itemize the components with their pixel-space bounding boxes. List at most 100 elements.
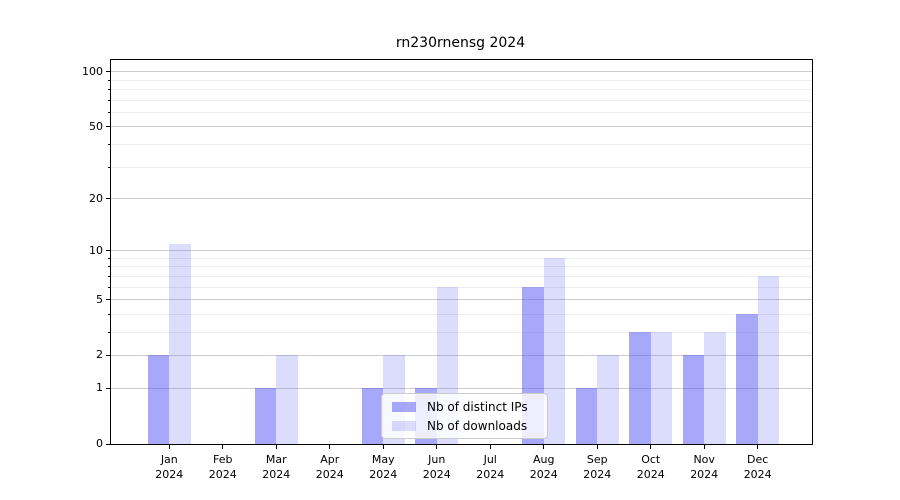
x-tick-label-mar: Mar 2024 [248, 452, 304, 482]
bar-distinct-ips-nov [682, 355, 705, 444]
x-tick-label-oct: Oct 2024 [623, 452, 679, 482]
x-tick-label-jul: Jul 2024 [462, 452, 518, 482]
x-tick-label-jun: Jun 2024 [409, 452, 465, 482]
gridline-major [111, 299, 812, 301]
y-tick [106, 299, 111, 301]
y-tick-label: 50 [89, 119, 103, 133]
x-tick-label-line: 2024 [636, 468, 665, 481]
y-minor-tick [108, 257, 111, 259]
x-tick-label-line: 2024 [583, 468, 612, 481]
gridline-minor [111, 89, 812, 91]
y-tick [106, 126, 111, 128]
legend-swatch-downloads [392, 420, 416, 431]
bar-distinct-ips-may [361, 388, 384, 444]
y-minor-tick [108, 266, 111, 268]
x-tick-label-may: May 2024 [355, 452, 411, 482]
y-tick [106, 354, 111, 356]
bar-downloads-oct [650, 332, 673, 444]
bar-distinct-ips-mar [254, 388, 277, 444]
y-tick [106, 198, 111, 200]
gridline-minor [111, 266, 812, 268]
x-tick [222, 444, 224, 449]
bar-downloads-mar [276, 355, 298, 444]
x-tick-label-nov: Nov 2024 [676, 452, 732, 482]
y-minor-tick [108, 331, 111, 333]
x-tick-label-line: Nov [693, 453, 715, 466]
x-tick [757, 444, 759, 449]
x-tick-label-line: Mar [265, 453, 287, 466]
gridline-minor [111, 286, 812, 288]
legend-label-downloads: Nb of downloads [427, 418, 528, 433]
chart-title: rn230rnensg 2024 [395, 35, 526, 51]
x-tick [650, 444, 652, 449]
bar-downloads-aug [543, 258, 566, 444]
gridline-minor [111, 166, 812, 168]
x-tick-label-line: 2024 [690, 468, 719, 481]
y-tick-label: 100 [82, 64, 103, 78]
x-tick-label-line: 2024 [208, 468, 237, 481]
y-minor-tick [108, 286, 111, 288]
x-tick [168, 444, 170, 449]
x-tick-label-line: Aug [532, 453, 555, 466]
gridline-minor [111, 79, 812, 81]
y-tick [106, 387, 111, 389]
y-minor-tick [108, 144, 111, 146]
gridline-minor [111, 112, 812, 114]
x-tick-label-dec: Dec 2024 [730, 452, 786, 482]
bar-downloads-sep [597, 355, 619, 444]
x-tick-label-aug: Aug 2024 [516, 452, 572, 482]
y-minor-tick [108, 99, 111, 101]
x-tick-label-line: 2024 [315, 468, 344, 481]
y-tick-label: 20 [89, 191, 103, 205]
y-minor-tick [108, 89, 111, 91]
legend: Nb of distinct IPs Nb of downloads [381, 393, 548, 439]
gridline-major [111, 198, 812, 200]
y-minor-tick [108, 166, 111, 168]
y-minor-tick [108, 79, 111, 81]
x-tick-label-feb: Feb 2024 [195, 452, 251, 482]
x-tick-label-apr: Apr 2024 [302, 452, 358, 482]
x-tick-label-jan: Jan 2024 [141, 452, 197, 482]
x-tick-label-line: 2024 [529, 468, 558, 481]
gridline-major [111, 354, 812, 356]
y-minor-tick [108, 112, 111, 114]
x-tick [436, 444, 438, 449]
plot-area: 0 1 2 5 10 20 50 100 Jan 2024 Feb 2024 Mar 2024 Apr 202… [82, 59, 813, 481]
y-tick-label: 5 [96, 292, 103, 306]
x-tick [382, 444, 384, 449]
y-tick-label: 10 [89, 243, 103, 257]
x-tick-label-line: 2024 [369, 468, 398, 481]
x-tick [596, 444, 598, 449]
gridline-minor [111, 99, 812, 101]
x-tick-label-line: 2024 [262, 468, 291, 481]
y-tick-label: 0 [96, 437, 103, 450]
bar-downloads-jan [169, 243, 191, 444]
y-minor-tick [108, 275, 111, 277]
gridline-major [111, 71, 812, 73]
bar-downloads-dec [757, 276, 780, 444]
x-tick-label-line: Dec [747, 453, 769, 466]
bar-downloads-nov [704, 332, 726, 444]
x-tick [703, 444, 705, 449]
x-tick [329, 444, 331, 449]
gridline-minor [111, 331, 812, 333]
bar-distinct-ips-jan [147, 355, 170, 444]
gridline-minor [111, 313, 812, 315]
gridline-minor [111, 257, 812, 259]
y-tick [106, 443, 111, 445]
x-tick-label-line: Jul [483, 453, 497, 466]
x-tick-label-line: 2024 [476, 468, 505, 481]
x-tick [275, 444, 277, 449]
y-tick-label: 2 [96, 348, 103, 362]
x-tick-label-line: Jan [160, 453, 178, 466]
y-tick [106, 250, 111, 252]
x-tick [543, 444, 545, 449]
legend-item-downloads: Nb of downloads [392, 419, 537, 433]
bar-distinct-ips-oct [629, 332, 651, 444]
x-tick-label-sep: Sep 2024 [569, 452, 625, 482]
x-tick-label-line: 2024 [155, 468, 184, 481]
x-tick-label-line: 2024 [743, 468, 772, 481]
y-tick [106, 71, 111, 73]
x-tick-label-line: Jun [428, 453, 446, 466]
